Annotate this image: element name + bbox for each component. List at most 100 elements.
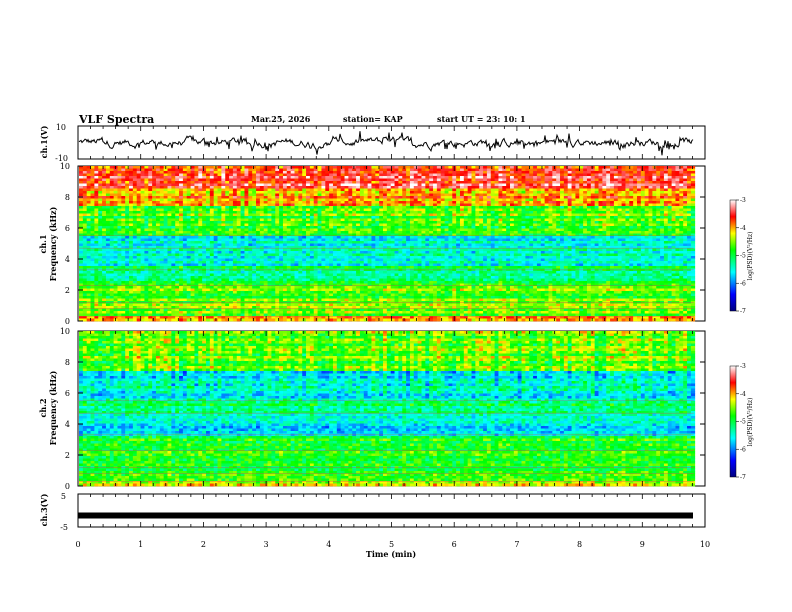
spectrogram-cell [406,226,411,229]
spectrogram-cell [155,228,161,232]
spectrogram-cell [363,216,369,219]
spectrogram-cell [309,166,315,169]
spectrogram-cell [467,216,472,219]
spectrogram-cell [683,216,688,219]
spectrogram-cell [383,191,388,194]
spectrogram-cell [240,213,245,217]
spectrogram-cell [275,193,280,197]
spectrogram-cell [448,168,453,172]
spectrogram-cell [313,201,318,204]
spectrogram-cell [594,191,599,194]
spectrogram-cell [144,241,149,244]
spectrogram-cell [356,181,361,184]
spectrogram-cell [252,181,257,184]
spectrogram-cell [471,233,476,237]
spectrogram-cell [152,241,157,244]
spectrogram-cell [259,166,265,169]
spectrogram-cell [513,178,519,182]
spectrogram-cell [663,208,669,212]
spectrogram-cell [221,173,226,177]
spectrogram-cell [194,166,199,169]
spectrogram-cell [256,216,261,219]
spectrogram-cell [275,168,280,172]
spectrogram-cell [533,231,538,234]
spectrogram-cell [152,181,157,184]
spectrogram-cell [448,173,453,177]
spectrogram-cell [552,208,557,212]
spectrogram-cell [421,223,426,227]
spectrogram-cell [667,221,673,224]
spectrogram-cell [606,223,611,227]
spectrogram-cell [579,206,584,209]
spectrogram-cell [510,196,515,199]
spectrogram-cell [671,238,676,242]
spectrogram-cell [610,206,615,209]
spectrogram-cell [544,181,549,184]
spectrogram-cell [394,166,399,169]
spectrogram-cell [148,233,153,237]
spectrogram-cell [398,221,403,224]
spectrogram-cell [294,186,299,189]
spectrogram-cell [683,236,688,239]
spectrogram-cell [356,241,361,244]
spectrogram-cell [359,183,365,187]
spectrogram-cell [240,208,245,212]
spectrogram-cell [94,223,99,227]
spectrogram-cell [198,216,203,219]
spectrogram-cell [687,228,692,232]
spectrogram-cell [467,186,472,189]
spectrogram-cell [144,216,149,219]
spectrogram-cell [309,236,315,239]
spectrogram-cell [294,183,299,187]
spectrogram-cell [125,236,130,239]
spectrogram-cell [483,196,488,199]
spectrogram-cell [117,226,122,229]
spectrogram-cell [221,238,226,242]
spectrogram-cell [633,223,638,227]
spectrogram-cell [610,173,615,177]
spectrogram-cell [117,181,122,184]
spectrogram-cell [660,218,665,222]
spectrogram-cell [198,181,203,184]
spectrogram-cell [229,213,234,217]
spectrogram-cell [598,188,603,192]
spectrogram-cell [275,226,280,229]
spectrogram-cell [683,206,688,209]
spectrogram-cell [444,238,449,242]
spectrogram-cell [483,168,488,172]
spectrogram-cell [302,221,307,224]
spectrogram-cell [167,193,172,197]
spectrogram-cell [429,236,434,239]
spectrogram-cell [363,226,369,229]
spectrogram-cell [159,178,165,182]
spectrogram-cell [190,208,195,212]
spectrogram-cell [279,231,284,234]
spectrogram-cell [679,211,684,214]
spectrogram-cell [86,188,91,192]
spectrogram-cell [598,221,603,224]
spectrogram-cell [606,216,611,219]
spectrogram-cell [209,166,215,169]
spectrogram-cell [309,238,315,242]
spectrogram-cell [209,168,215,172]
spectrogram-cell [155,218,161,222]
spectrogram-cell [629,178,634,182]
spectrogram-cell [421,213,426,217]
spectrogram-cell [225,221,230,224]
spectrogram-cell [371,171,376,174]
spectrogram-cell [190,241,195,244]
spectrogram-cell [317,231,322,234]
spectrogram-cell [113,186,118,189]
spectrogram-cell [652,236,657,239]
spectrogram-cell [105,186,111,189]
spectrogram-cell [571,168,576,172]
spectrogram-cell [217,166,222,169]
spectrogram-cell [436,183,442,187]
spectrogram-cell [575,231,580,234]
spectrogram-cell [98,176,103,179]
spectrogram-cell [409,171,415,174]
spectrogram-cell [344,173,349,177]
spectrogram-cell [117,206,122,209]
spectrogram-cell [105,206,111,209]
spectrogram-cell [375,181,380,184]
